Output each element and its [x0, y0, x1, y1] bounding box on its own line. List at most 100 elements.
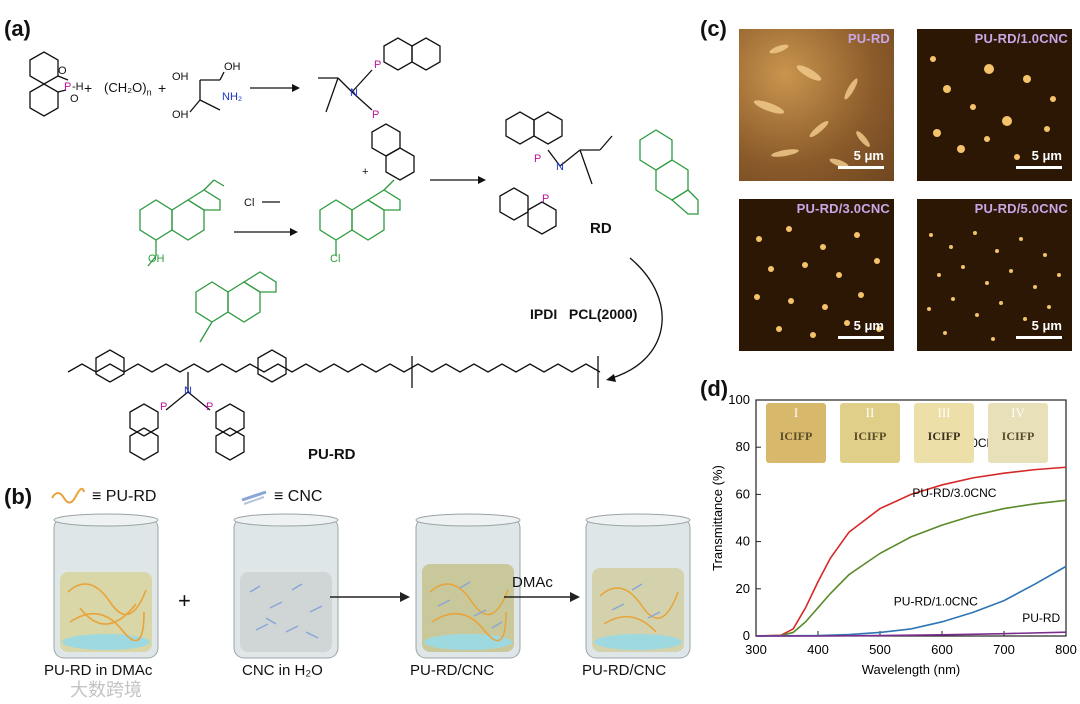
plus-sign: + — [84, 80, 93, 96]
sample-text: ICIFP — [779, 429, 813, 443]
beaker-pu-rd-cnc-final — [585, 513, 691, 659]
afm-title: PU-RD/3.0CNC — [796, 201, 890, 216]
afm-scale-label: 5 μm — [853, 148, 884, 163]
y-tick-label: 0 — [743, 628, 750, 643]
series-line — [756, 631, 1067, 637]
svg-text:P: P — [534, 153, 541, 165]
panel-label-a: (a) — [4, 16, 31, 41]
beaker-cnc — [233, 513, 339, 659]
sample-roman-label: III — [937, 405, 951, 420]
formaldehyde-label: (CH₂O)n — [104, 80, 152, 98]
afm-scale-label: 5 μm — [1031, 148, 1062, 163]
beaker-pu-rd — [53, 513, 159, 659]
afm-scale-label: 5 μm — [853, 318, 884, 333]
pu-rd-legend-label: ≡ PU-RD — [92, 488, 157, 505]
svg-text:O: O — [70, 93, 79, 105]
plus-sign: + — [158, 80, 167, 96]
pu-rd-label: PU-RD — [308, 446, 356, 463]
x-tick-label: 400 — [807, 642, 829, 657]
svg-text:N: N — [556, 161, 564, 173]
svg-text:-H: -H — [72, 81, 84, 93]
svg-text:P: P — [206, 401, 213, 413]
cnc-legend-icon — [241, 490, 267, 505]
sample-photo-3: III ICIFP — [914, 403, 974, 463]
afm-image-pu-rd-3cnc: PU-RD/3.0CNC 5 μm — [739, 199, 894, 351]
y-tick-label: 60 — [736, 486, 750, 501]
panel-label-d: (d) — [700, 376, 729, 401]
svg-text:P: P — [542, 193, 549, 205]
cnc-legend-label: ≡ CNC — [274, 488, 323, 505]
rd-label: RD — [590, 220, 612, 237]
y-tick-label: 100 — [728, 392, 750, 407]
transmittance-chart: 300 400 500 600 700 800 0 20 40 60 80 100 Wavelength… — [710, 392, 1077, 677]
scale-bar — [838, 336, 884, 339]
beaker-caption: CNC in H₂O — [242, 662, 323, 679]
y-tick-label: 20 — [736, 581, 750, 596]
series-line — [755, 499, 1067, 637]
reaction-conditions-label: IPDI PCL(2000) — [530, 306, 638, 322]
series-annotation: PU-RD — [1022, 611, 1060, 625]
sample-photo-2: II ICIFP — [840, 403, 900, 463]
sample-text: ICIFP — [1001, 429, 1035, 443]
svg-text:P: P — [160, 401, 167, 413]
beaker-caption: PU-RD in DMAc — [44, 662, 153, 679]
formaldehyde-formula: (CH₂O) — [104, 80, 147, 95]
afm-scale-label: 5 μm — [1031, 318, 1062, 333]
plot-frame — [755, 399, 1067, 637]
sample-text: ICIFP — [927, 429, 961, 443]
series-line — [755, 466, 1067, 637]
svg-text:P: P — [374, 59, 381, 71]
svg-text:OH: OH — [172, 71, 189, 83]
scale-bar — [838, 166, 884, 169]
series-line — [755, 565, 1067, 637]
svg-text:Cl: Cl — [244, 197, 254, 209]
series-annotation: PU-RD/1.0CNC — [894, 594, 978, 608]
y-axis-label: Transmittance (%) — [710, 465, 725, 571]
afm-title: PU-RD/1.0CNC — [974, 31, 1068, 46]
arrow-dmac — [504, 592, 580, 602]
beaker-caption: PU-RD/CNC — [410, 662, 495, 679]
afm-title: PU-RD/5.0CNC — [974, 201, 1068, 216]
sample-roman-label: I — [793, 405, 799, 420]
plus-sign: + — [178, 588, 191, 613]
x-tick-label: 300 — [745, 642, 767, 657]
svg-text:O: O — [58, 65, 67, 77]
x-axis-label: Wavelength (nm) — [862, 662, 961, 677]
svg-text:N: N — [184, 385, 192, 397]
svg-text:OH: OH — [224, 61, 241, 73]
sample-photo-1: I ICIFP — [766, 403, 826, 463]
series-annotation: PU-RD/3.0CNC — [912, 486, 996, 500]
x-tick-label: 600 — [931, 642, 953, 657]
watermark: 大数跨境 — [70, 680, 142, 700]
panel-label-c: (c) — [700, 16, 727, 41]
arrow-mix — [330, 592, 410, 602]
reaction-scheme: P -H O O NH₂ OH OH OH N P P N P P N P P … — [29, 37, 699, 461]
afm-image-pu-rd: PU-RD 5 μm — [739, 29, 894, 181]
x-tick-label: 700 — [993, 642, 1015, 657]
scale-bar — [1016, 336, 1062, 339]
svg-text:N: N — [350, 87, 358, 99]
svg-text:NH₂: NH₂ — [222, 91, 242, 103]
sample-roman-label: IV — [1011, 405, 1025, 420]
x-tick-label: 500 — [869, 642, 891, 657]
y-tick-label: 80 — [736, 439, 750, 454]
sample-photo-4: IV ICIFP — [988, 403, 1048, 463]
svg-text:P: P — [64, 81, 71, 93]
dmac-arrow-label: DMAc — [512, 574, 553, 591]
svg-text:OH: OH — [172, 109, 189, 121]
sample-roman-label: II — [865, 405, 875, 420]
afm-image-pu-rd-1cnc: PU-RD/1.0CNC 5 μm — [917, 29, 1072, 181]
beaker-caption: PU-RD/CNC — [582, 662, 667, 679]
formaldehyde-subscript: n — [146, 87, 152, 98]
afm-title: PU-RD — [847, 31, 890, 46]
x-tick-label: 800 — [1055, 642, 1077, 657]
svg-text:Cl: Cl — [330, 253, 340, 265]
svg-text:P: P — [372, 109, 379, 121]
pu-rd-legend-icon — [51, 487, 85, 504]
y-tick-label: 40 — [736, 534, 750, 549]
afm-image-pu-rd-5cnc: PU-RD/5.0CNC 5 μm — [917, 199, 1072, 351]
panel-label-b: (b) — [4, 484, 33, 509]
sample-text: ICIFP — [853, 429, 887, 443]
plus-sign: + — [362, 166, 369, 178]
scale-bar — [1016, 166, 1062, 169]
